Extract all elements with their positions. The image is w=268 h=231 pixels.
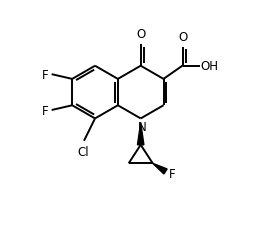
- Text: OH: OH: [200, 60, 219, 73]
- Text: F: F: [42, 68, 49, 81]
- Text: Cl: Cl: [77, 145, 89, 158]
- Polygon shape: [153, 164, 167, 174]
- Text: F: F: [169, 167, 175, 180]
- Polygon shape: [137, 123, 144, 145]
- Text: O: O: [136, 28, 145, 41]
- Text: O: O: [178, 31, 187, 44]
- Text: F: F: [42, 104, 49, 117]
- Text: N: N: [137, 120, 146, 133]
